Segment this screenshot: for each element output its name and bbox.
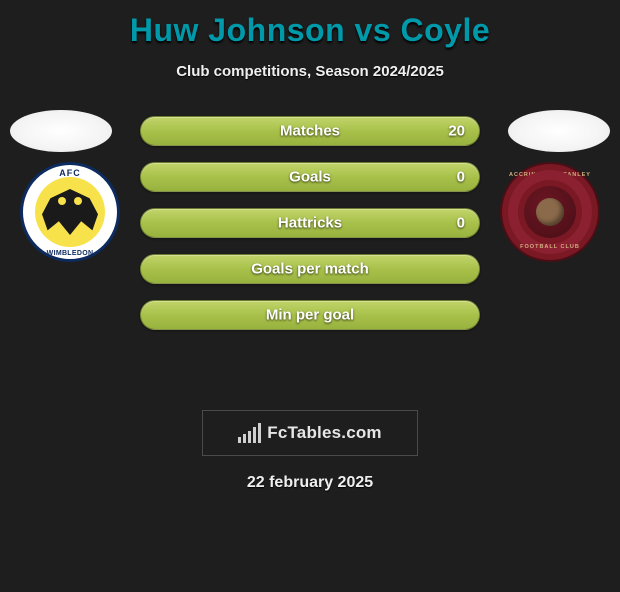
badge-right-center	[524, 186, 576, 238]
player-left-ellipse	[10, 110, 112, 152]
comparison-title: Huw Johnson vs Coyle	[0, 12, 620, 49]
club-badge-right: ACCRINGTON STANLEY FOOTBALL CLUB	[500, 162, 600, 262]
stat-pill: Hattricks 0	[140, 208, 480, 238]
stat-pill: Goals 0	[140, 162, 480, 192]
stat-pill: Goals per match	[140, 254, 480, 284]
comparison-subtitle: Club competitions, Season 2024/2025	[0, 63, 620, 80]
logo-bar	[253, 427, 256, 443]
stat-label: Goals per match	[251, 261, 369, 278]
stat-label: Hattricks	[278, 215, 342, 232]
bar-chart-icon	[238, 423, 261, 443]
stat-label: Min per goal	[266, 307, 354, 324]
stat-value: 20	[448, 123, 465, 140]
source-logo-text: FcTables.com	[267, 423, 382, 443]
source-logo[interactable]: FcTables.com	[202, 410, 418, 456]
badge-left-field	[35, 177, 105, 247]
logo-bar	[258, 423, 261, 443]
stats-list: Matches 20 Goals 0 Hattricks 0 Goals per match…	[140, 116, 480, 346]
accrington-crest: ACCRINGTON STANLEY FOOTBALL CLUB	[500, 162, 600, 262]
wimbledon-crest: AFC WIMBLEDON	[20, 162, 120, 262]
badge-left-bottom-text: WIMBLEDON	[23, 250, 117, 257]
logo-bar	[243, 434, 246, 443]
stat-value: 0	[457, 169, 465, 186]
stat-value: 0	[457, 215, 465, 232]
logo-bar	[248, 431, 251, 443]
football-icon	[536, 198, 564, 226]
comparison-date: 22 february 2025	[0, 474, 620, 492]
player-right-ellipse	[508, 110, 610, 152]
logo-bar	[238, 437, 241, 443]
badge-right-bottom-text: FOOTBALL CLUB	[502, 244, 598, 250]
stat-pill: Matches 20	[140, 116, 480, 146]
comparison-content: AFC WIMBLEDON ACCRINGTON STANLEY FOOTBAL…	[0, 104, 620, 404]
stat-pill: Min per goal	[140, 300, 480, 330]
eagle-icon	[42, 189, 98, 235]
club-badge-left: AFC WIMBLEDON	[20, 162, 120, 262]
stat-label: Goals	[289, 169, 331, 186]
stat-label: Matches	[280, 123, 340, 140]
